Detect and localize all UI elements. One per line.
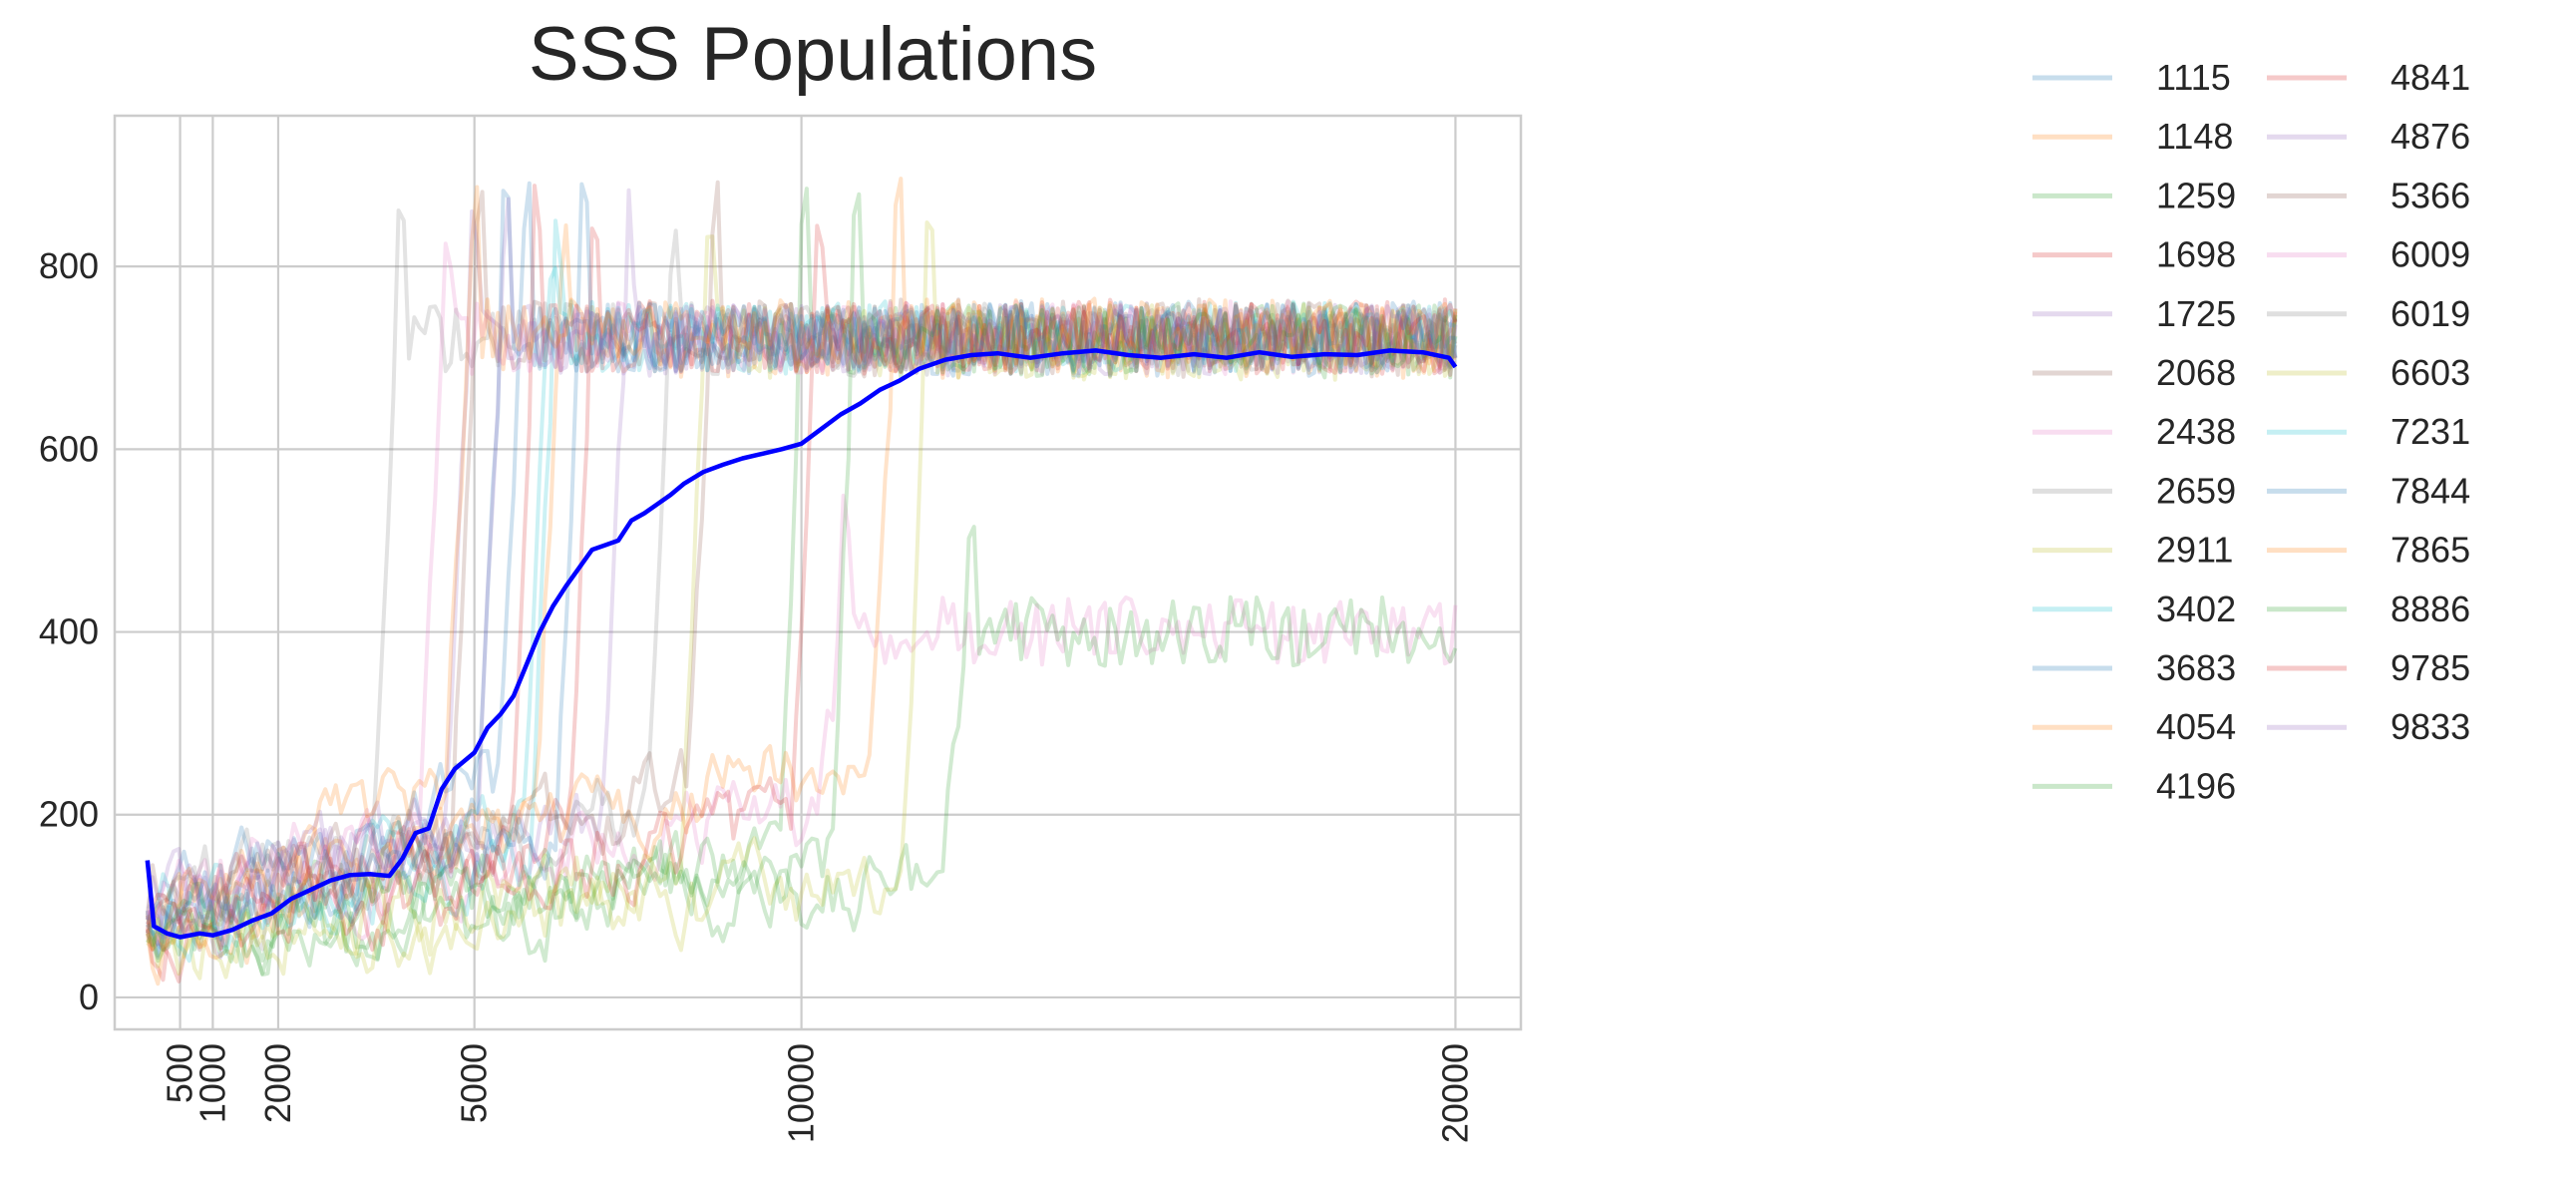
legend-label: 5366 [2391, 175, 2470, 215]
legend-item-3402: 3402 [2032, 589, 2236, 629]
legend-item-4054: 4054 [2032, 706, 2236, 747]
legend-label: 1259 [2156, 175, 2236, 215]
legend-label: 9785 [2391, 647, 2470, 688]
legend-item-4876: 4876 [2267, 116, 2470, 157]
legend-label: 3683 [2156, 647, 2236, 688]
series-line-9785 [145, 223, 1458, 953]
legend-item-1115: 1115 [2032, 57, 2231, 98]
legend-item-2068: 2068 [2032, 352, 2236, 393]
grid [115, 116, 1521, 1029]
series-line-7844 [146, 182, 1456, 953]
x-tick-label: 500 [160, 1043, 200, 1103]
legend-item-2911: 2911 [2032, 530, 2233, 571]
y-tick-label: 400 [39, 611, 99, 652]
legend-item-8886: 8886 [2267, 589, 2470, 629]
legend-item-6019: 6019 [2267, 293, 2470, 334]
mean-line [145, 348, 1458, 940]
legend-label: 2659 [2156, 470, 2236, 511]
legend-item-1698: 1698 [2032, 234, 2236, 275]
x-tick-label: 1000 [191, 1043, 232, 1123]
legend-item-3683: 3683 [2032, 647, 2236, 688]
series-line-1698 [145, 226, 1458, 984]
y-tick-label: 800 [39, 245, 99, 286]
legend: 1115 1148 1259 1698 1725 2068 2438 2659 2911 3402… [2032, 57, 2470, 806]
series-line-1259 [145, 187, 1458, 968]
legend-label: 1725 [2156, 293, 2236, 334]
legend-label: 7844 [2391, 470, 2470, 511]
legend-item-7844: 7844 [2267, 470, 2470, 511]
legend-label: 2068 [2156, 352, 2236, 393]
x-tick-label: 10000 [781, 1043, 822, 1143]
legend-label: 7231 [2391, 411, 2470, 452]
series-line-4196 [145, 525, 1458, 977]
legend-item-2438: 2438 [2032, 411, 2236, 452]
series-line-3683 [145, 181, 1458, 959]
series-line-4841 [145, 184, 1458, 983]
legend-label: 1115 [2156, 57, 2231, 98]
series-line-4876 [145, 208, 1458, 960]
legend-label: 4054 [2156, 706, 2236, 747]
legend-label: 7865 [2391, 530, 2470, 571]
plot-frame [113, 114, 1523, 1031]
y-tick-label: 600 [39, 428, 99, 469]
series-line-6009 [146, 241, 1458, 921]
x-tick-label: 5000 [454, 1043, 495, 1123]
series-line-1148 [147, 223, 1458, 950]
legend-label: 8886 [2391, 589, 2470, 629]
legend-label: 1148 [2156, 116, 2233, 157]
series-line-2068 [145, 190, 1458, 953]
legend-label: 2438 [2156, 411, 2236, 452]
legend-item-7231: 7231 [2267, 411, 2470, 452]
mean-line-layer [145, 348, 1458, 940]
legend-item-1148: 1148 [2032, 116, 2233, 157]
series-line-8886 [145, 192, 1458, 978]
chart-title: SSS Populations [529, 12, 1097, 97]
legend-label: 6603 [2391, 352, 2470, 393]
legend-item-6009: 6009 [2267, 234, 2470, 275]
legend-item-1725: 1725 [2032, 293, 2236, 334]
legend-label: 9833 [2391, 706, 2470, 747]
legend-item-9785: 9785 [2267, 647, 2470, 688]
x-tick-label: 20000 [1434, 1043, 1475, 1143]
y-tick-label: 0 [79, 977, 99, 1017]
legend-item-9833: 9833 [2267, 706, 2470, 747]
legend-label: 6019 [2391, 293, 2470, 334]
legend-label: 4841 [2391, 57, 2470, 98]
legend-item-7865: 7865 [2267, 530, 2470, 571]
legend-label: 2911 [2156, 530, 2233, 571]
series-line-2438 [145, 493, 1458, 949]
series-line-2911 [146, 234, 1458, 981]
series-line-3402 [146, 218, 1458, 945]
series-line-7865 [145, 185, 1457, 953]
legend-item-1259: 1259 [2032, 175, 2236, 215]
legend-item-4841: 4841 [2267, 57, 2470, 98]
legend-item-6603: 6603 [2267, 352, 2470, 393]
legend-item-5366: 5366 [2267, 175, 2470, 215]
legend-label: 6009 [2391, 234, 2470, 275]
series-line-1115 [145, 189, 1458, 961]
series-line-9833 [145, 197, 1458, 940]
legend-label: 4196 [2156, 765, 2236, 806]
x-tick-label: 2000 [257, 1043, 298, 1123]
series-line-6019 [145, 228, 1458, 952]
legend-item-4196: 4196 [2032, 765, 2236, 806]
legend-item-2659: 2659 [2032, 470, 2236, 511]
legend-label: 4876 [2391, 116, 2470, 157]
series-line-2659 [147, 208, 1456, 925]
series-line-6603 [146, 220, 1458, 977]
legend-label: 3402 [2156, 589, 2236, 629]
series-layer [145, 177, 1458, 986]
legend-label: 1698 [2156, 234, 2236, 275]
series-line-4054 [145, 177, 1457, 986]
y-tick-label: 200 [39, 794, 99, 835]
series-line-1725 [145, 188, 1458, 947]
